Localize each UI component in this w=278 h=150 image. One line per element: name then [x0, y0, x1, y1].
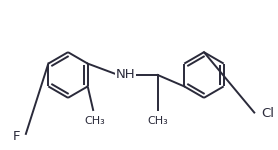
Text: F: F [13, 130, 20, 143]
Text: CH₃: CH₃ [84, 116, 105, 126]
Text: Cl: Cl [261, 107, 274, 120]
Text: NH: NH [115, 69, 135, 81]
Text: CH₃: CH₃ [147, 116, 168, 126]
